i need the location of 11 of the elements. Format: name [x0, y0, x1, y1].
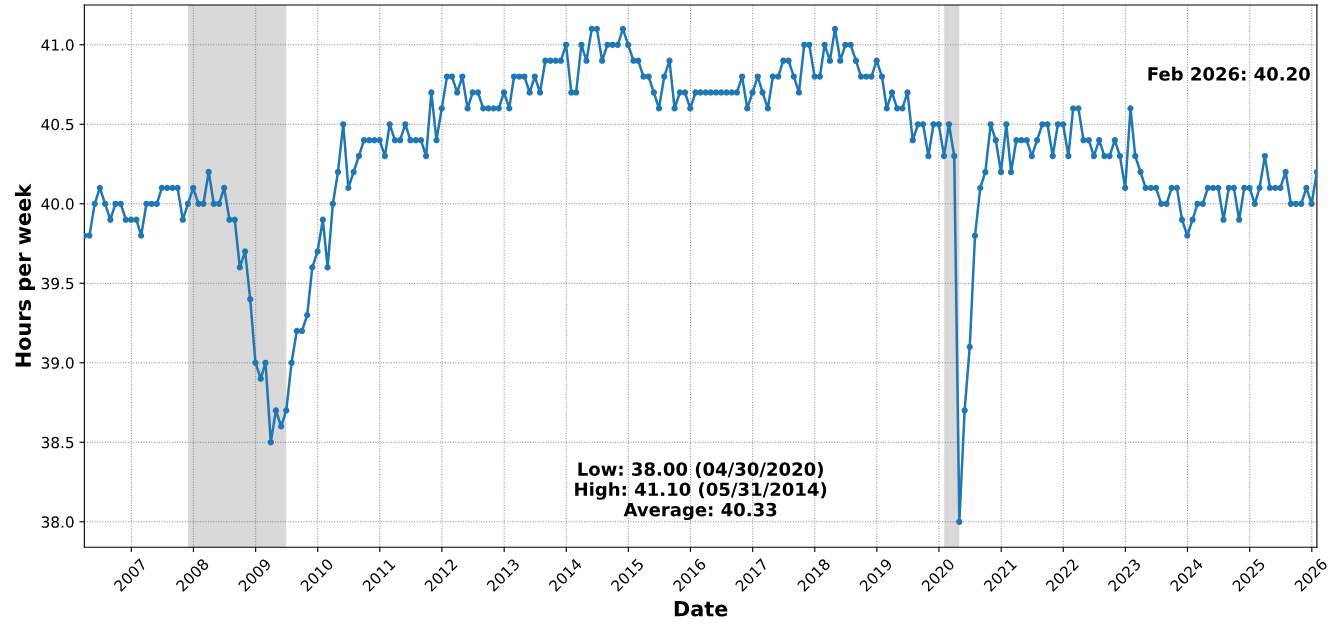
y-tick-label: 40.0	[41, 198, 74, 210]
annotation: Feb 2026: 40.20	[1148, 66, 1310, 81]
y-tick-label: 40.5	[41, 118, 74, 131]
y-axis-title: Hours per week	[14, 183, 36, 367]
y-tick-label: 38.0	[41, 516, 74, 528]
y-tick-label: 39.0	[41, 357, 74, 369]
y-tick-label: 38.5	[41, 436, 74, 449]
y-tick-label: 39.5	[41, 277, 74, 290]
x-axis-title: Date	[674, 601, 728, 617]
y-tick-label: 41.0	[41, 39, 74, 51]
annotation: Low: 38.00 (04/30/2020) High: 41.10 (05/31/2014) Average: 40.33	[575, 461, 827, 521]
